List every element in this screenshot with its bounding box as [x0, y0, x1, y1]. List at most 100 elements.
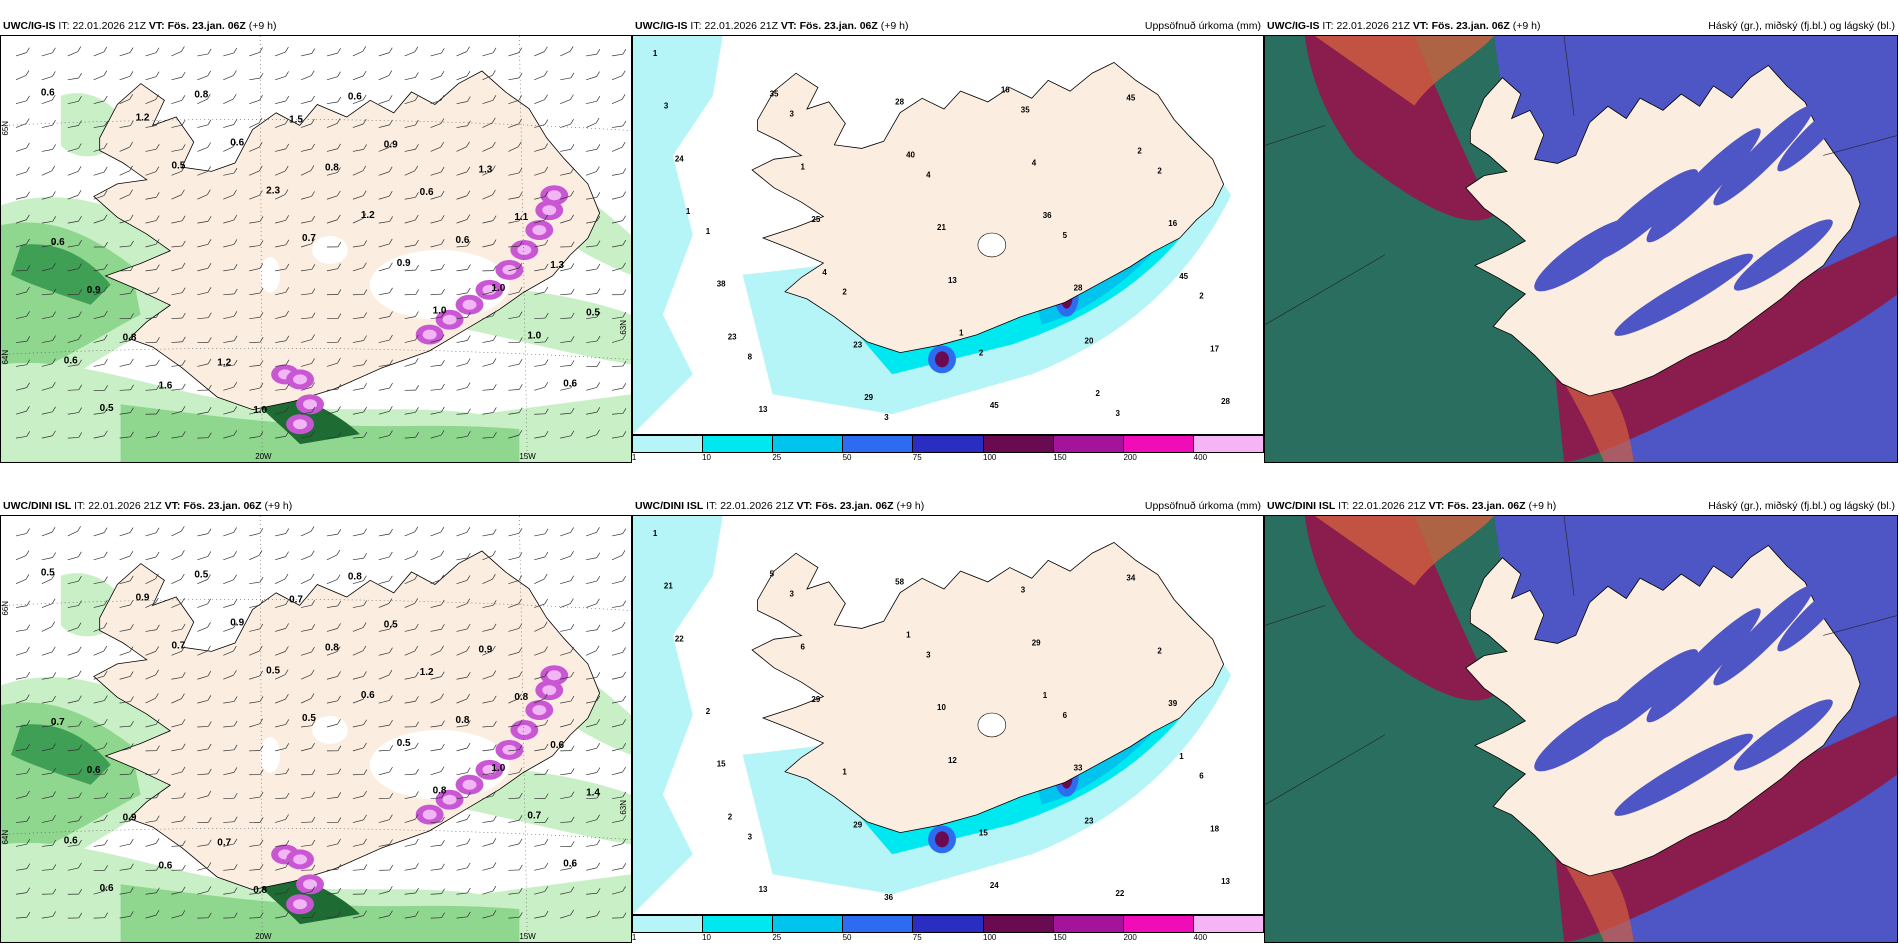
value-label: 3 [884, 413, 889, 422]
value-label: 0.5 [586, 308, 600, 319]
value-label: 24 [990, 881, 999, 890]
value-label: 0.5 [100, 403, 114, 414]
value-label: 8 [748, 352, 753, 361]
axis-label: 20W [255, 932, 272, 941]
colorbar-swatch [983, 436, 1054, 452]
panel-header: UWC/IG-IS IT: 22.01.2026 21Z VT: Fös. 23… [0, 17, 632, 35]
colorbar-tick: 75 [912, 933, 922, 942]
colorbar-swatch [703, 436, 774, 452]
colorbar-tick: 25 [772, 453, 782, 462]
value-label: 58 [895, 578, 904, 587]
product-title: Háský (gr.), miðský (fj.bl.) og lágský (… [1708, 20, 1895, 32]
model-name: UWC/IG-IS [1267, 20, 1320, 32]
panel-dini-precip: UWC/DINI ISL IT: 22.01.2026 21Z VT: Fös.… [632, 497, 1264, 943]
vt-label: VT: [780, 20, 797, 32]
vt-label: VT: [164, 500, 181, 512]
value-label: 1 [800, 162, 805, 171]
panel-header: UWC/DINI ISL IT: 22.01.2026 21Z VT: Fös.… [1264, 497, 1898, 515]
value-label: 15 [979, 828, 988, 837]
colorbar-tick: 400 [1193, 933, 1208, 942]
map-frame: 20W 15W 66N 64N 63N 0.5 0.7 0.5 0.8 0.6 0.9 0.5 0.5 0… [0, 515, 632, 943]
value-label: 0.9 [384, 139, 398, 150]
it-value: 22.01.2026 21Z [704, 20, 778, 32]
value-label: 1.4 [586, 788, 600, 799]
value-label: 36 [884, 893, 893, 902]
iceland-coastline [93, 70, 601, 411]
value-label: 2 [1096, 389, 1101, 398]
value-label: 0.9 [230, 617, 244, 628]
it-label: IT: [74, 500, 86, 512]
vt-label: VT: [796, 500, 813, 512]
panel-ig-cloud: UWC/IG-IS IT: 22.01.2026 21Z VT: Fös. 23… [1264, 17, 1898, 463]
value-label: 0.9 [136, 593, 150, 604]
colorbar-swatch [633, 916, 704, 932]
value-label: 34 [1126, 574, 1135, 583]
value-label: 1.0 [491, 283, 505, 294]
colorbar-swatch [913, 916, 984, 932]
panel-header: UWC/IG-IS IT: 22.01.2026 21Z VT: Fös. 23… [632, 17, 1264, 35]
value-label: 10 [937, 703, 946, 712]
colorbar-tick: 100 [983, 933, 997, 942]
colorbar-tick: 75 [912, 453, 922, 462]
colorbar-swatch [843, 436, 914, 452]
map-frame: 20W 15W 65N 64N 63N 0.6 0.5 0.7 1.0 0.6 1.2 2.3 0.9 1… [0, 35, 632, 463]
value-label: 1.2 [136, 113, 150, 124]
value-label: 0.6 [361, 690, 375, 701]
lead-time: (+9 h) [880, 20, 909, 32]
value-label: 28 [1221, 397, 1230, 406]
value-label: 0.8 [514, 692, 528, 703]
it-label: IT: [706, 500, 718, 512]
value-label: 1.3 [550, 260, 564, 271]
vt-value: Fös. 23.jan. 06Z [167, 20, 246, 32]
value-label: 1.0 [253, 405, 267, 416]
colorbar-swatch [773, 916, 844, 932]
colorbar-tick: 10 [702, 453, 712, 462]
value-label: 0.6 [230, 137, 244, 148]
axis-label: 63N [619, 800, 628, 815]
value-label: 0.6 [41, 88, 55, 99]
value-label: 29 [853, 820, 862, 829]
value-label: 36 [1043, 211, 1052, 220]
value-label: 0.9 [87, 285, 101, 296]
value-label: 0.6 [563, 858, 577, 869]
value-label: 3 [748, 832, 753, 841]
wind-barbs [15, 46, 627, 439]
graticule [1, 516, 631, 942]
value-label: 2 [979, 348, 984, 357]
value-label: 0.6 [348, 92, 362, 103]
value-label: 3 [1115, 409, 1120, 418]
value-label: 1.0 [433, 306, 447, 317]
precip-map: 1345283352122331212817132841638234545242… [633, 36, 1263, 434]
value-label: 0.6 [100, 883, 114, 894]
value-label: 0.6 [51, 237, 65, 248]
value-label: 3 [790, 110, 795, 119]
lead-time: (+9 h) [264, 500, 293, 512]
value-label: 4 [822, 268, 827, 277]
value-label: 23 [853, 340, 862, 349]
map-frame: 1 3 4 5 2 8 3 35 2 1 2 2 3 3 1 21 28 17 13 28 4 16 38 23 45 45 24 2… [632, 35, 1264, 435]
mid-cloud-streaks [1534, 579, 1850, 816]
colorbar-swatch [913, 436, 984, 452]
value-label: 29 [864, 393, 873, 402]
graticule [1265, 516, 1897, 805]
value-labels: 0.6 0.5 0.7 1.0 0.6 1.2 2.3 0.9 1.0 0.5 0.6 1.2 1.0 0… [41, 88, 601, 417]
value-label: 1 [653, 529, 658, 538]
colorbar-swatch [1123, 916, 1194, 932]
axis-label: 64N [1, 830, 10, 845]
value-label: 6 [1199, 772, 1204, 781]
value-label: 0.8 [123, 333, 137, 344]
vt-value: Fös. 23.jan. 06Z [183, 500, 262, 512]
product-title: Háský (gr.), miðský (fj.bl.) og lágský (… [1708, 500, 1895, 512]
value-label: 2 [842, 288, 847, 297]
value-labels: 1336633632211522216103318135829391529243… [653, 529, 1231, 902]
value-label: 2.3 [266, 185, 280, 196]
wind-map: 20W 15W66N64N63N0.50.70.50.80.60.90.50.50… [1, 516, 631, 942]
it-value: 22.01.2026 21Z [1336, 20, 1410, 32]
value-label: 1.6 [159, 380, 173, 391]
iceland-coastline [751, 61, 1225, 354]
value-label: 0.8 [194, 90, 208, 101]
model-name: UWC/IG-IS [3, 20, 56, 32]
panel-header: UWC/DINI ISL IT: 22.01.2026 21Z VT: Fös.… [0, 497, 632, 515]
colorbar-swatch [843, 916, 914, 932]
value-label: 0.6 [64, 835, 78, 846]
